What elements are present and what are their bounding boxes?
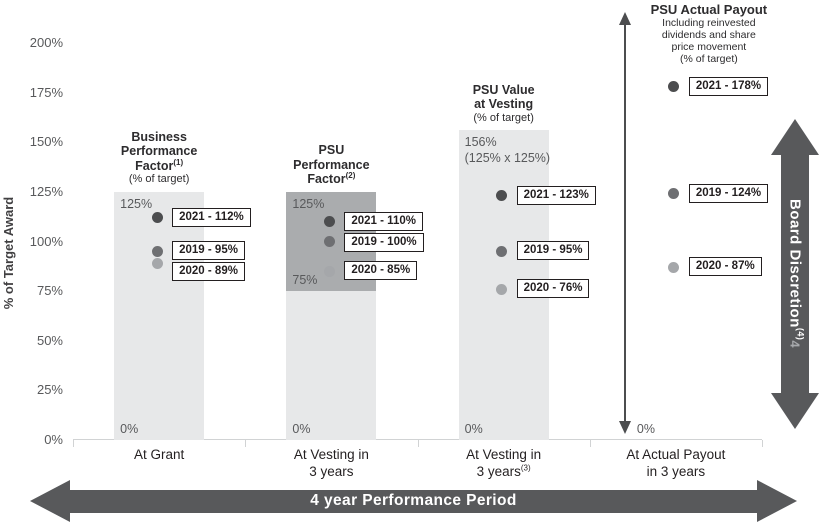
- payout-range-arrow: [619, 12, 631, 434]
- bar-segment: [114, 191, 205, 440]
- board-discretion-arrow: Board Discretion(4)4: [771, 119, 819, 429]
- bar-range-label: 0%: [464, 422, 483, 436]
- performance-period-arrow: 4 year Performance Period: [30, 480, 797, 522]
- category-label: At Actual Payout in 3 years: [626, 447, 726, 479]
- data-point-dot: [668, 261, 680, 273]
- column-header: PSU Actual Payout Including reinvested div…: [650, 2, 768, 65]
- point-label: 2020 - 85%: [344, 261, 418, 281]
- performance-period-label: 4 year Performance Period: [310, 492, 517, 509]
- arrow-right-icon: [757, 480, 797, 522]
- x-axis-tick: [589, 440, 591, 447]
- point-label: 2020 - 89%: [172, 262, 245, 282]
- data-point-dot: [668, 188, 680, 200]
- category-label: At Vesting in 3 years(3): [466, 447, 542, 479]
- column-header: PSU Value at Vesting (% of target): [472, 82, 535, 124]
- board-discretion-footnote: (4): [795, 328, 806, 341]
- category-label: At Vesting in 3 years: [293, 447, 369, 479]
- y-tick-label: 150%: [29, 134, 63, 150]
- board-discretion-ghost: 4: [787, 340, 803, 349]
- arrow-up-icon: [619, 12, 631, 25]
- data-point-dot: [323, 236, 335, 247]
- data-point-dot: [151, 212, 163, 224]
- data-point-dot: [496, 245, 508, 257]
- bar-range-label: 125%: [120, 196, 153, 211]
- y-tick-label: 100%: [29, 233, 63, 249]
- data-point-dot: [668, 81, 680, 93]
- y-tick-label: 50%: [36, 332, 63, 348]
- bar-range-label: 0%: [636, 422, 655, 436]
- bar-range-label: 0%: [120, 422, 139, 436]
- x-axis-tick: [73, 440, 74, 447]
- x-axis-tick: [245, 440, 247, 447]
- point-label: 2019 - 95%: [516, 241, 590, 261]
- data-point-dot: [151, 245, 163, 257]
- point-label: 2021 - 112%: [172, 207, 251, 227]
- y-tick-label: 25%: [36, 382, 63, 398]
- data-point-dot: [323, 216, 335, 228]
- y-tick-label: 125%: [29, 183, 63, 199]
- payout-range-arrow-line: [623, 23, 627, 423]
- arrow-down-icon: [619, 421, 631, 434]
- point-label: 2020 - 76%: [516, 279, 590, 299]
- arrow-left-icon: [30, 480, 70, 522]
- y-tick-label: 0%: [44, 432, 63, 447]
- board-discretion-text: Board Discretion: [786, 199, 804, 329]
- point-label: 2019 - 95%: [172, 241, 245, 261]
- bar-range-label: 156% (125% x 125%): [464, 135, 551, 166]
- x-axis-tick: [417, 440, 419, 447]
- data-point-dot: [323, 265, 335, 277]
- point-label: 2021 - 110%: [344, 211, 423, 231]
- data-point-dot: [496, 283, 508, 295]
- x-axis-tick: [762, 440, 763, 447]
- arrow-down-icon: [771, 393, 819, 429]
- bar-segment: [286, 291, 377, 440]
- point-label: 2019 - 124%: [688, 183, 769, 203]
- board-discretion-label: Board Discretion(4)4: [786, 199, 806, 349]
- data-point-dot: [151, 257, 163, 269]
- point-label: 2021 - 123%: [516, 185, 596, 205]
- y-tick-label: 75%: [36, 283, 63, 299]
- bar-range-label: 0%: [292, 422, 311, 436]
- column-header: PSU Performance Factor(2): [293, 143, 370, 187]
- board-discretion-shaft: Board Discretion(4)4: [781, 154, 809, 394]
- category-label: At Grant: [133, 447, 185, 462]
- performance-period-shaft: 4 year Performance Period: [70, 489, 757, 513]
- data-point-dot: [496, 190, 508, 202]
- arrow-up-icon: [771, 119, 819, 155]
- bar-range-label: 125%: [292, 196, 325, 211]
- y-tick-label: 175%: [29, 84, 63, 100]
- x-axis-line: [73, 439, 762, 440]
- column-header: Business Performance Factor(1) (% of target…: [120, 129, 198, 186]
- y-tick-label: 200%: [29, 35, 63, 50]
- point-label: 2019 - 100%: [344, 232, 424, 252]
- point-label: 2021 - 178%: [688, 76, 769, 96]
- point-label: 2020 - 87%: [688, 257, 762, 277]
- bar-range-label: 75%: [292, 273, 318, 288]
